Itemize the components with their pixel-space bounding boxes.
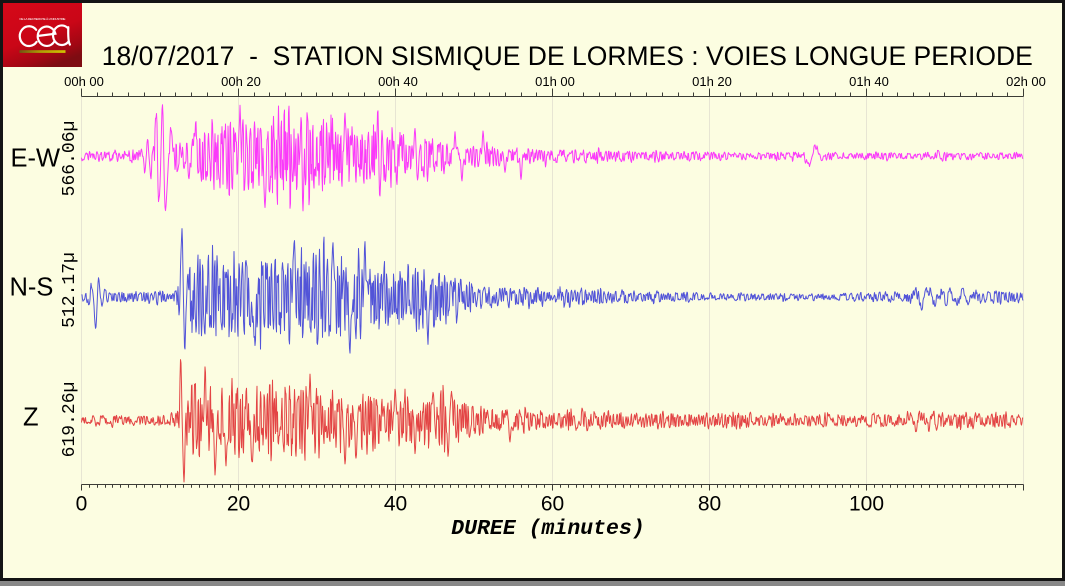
svg-text:E-W: E-W — [11, 144, 61, 172]
svg-text:80: 80 — [698, 493, 721, 516]
svg-text:02h 00: 02h 00 — [1006, 74, 1046, 89]
svg-text:566.06µ: 566.06µ — [60, 121, 80, 197]
svg-text:619.26µ: 619.26µ — [60, 382, 80, 458]
svg-text:00h 20: 00h 20 — [221, 74, 261, 89]
svg-text:DE LA RECHERCHE À L'INDUSTRIE: DE LA RECHERCHE À L'INDUSTRIE — [20, 17, 66, 21]
svg-text:20: 20 — [227, 493, 250, 516]
svg-text:00h 00: 00h 00 — [64, 74, 104, 89]
svg-text:01h 20: 01h 20 — [692, 74, 732, 89]
svg-text:01h 00: 01h 00 — [535, 74, 575, 89]
svg-text:0: 0 — [76, 493, 88, 516]
svg-text:01h 40: 01h 40 — [849, 74, 889, 89]
svg-text:512.17µ: 512.17µ — [60, 252, 80, 328]
svg-text:40: 40 — [384, 493, 407, 516]
svg-text:DUREE (minutes): DUREE (minutes) — [451, 517, 645, 541]
svg-text:100: 100 — [849, 493, 884, 516]
svg-text:00h 40: 00h 40 — [378, 74, 418, 89]
svg-text:N-S: N-S — [10, 274, 54, 302]
svg-text:60: 60 — [541, 493, 564, 516]
svg-text:Z: Z — [23, 404, 39, 432]
svg-text:18/07/2017 - STATION SISMIQU: 18/07/2017 - STATION SISMIQUE DE LORMES … — [102, 41, 1033, 71]
